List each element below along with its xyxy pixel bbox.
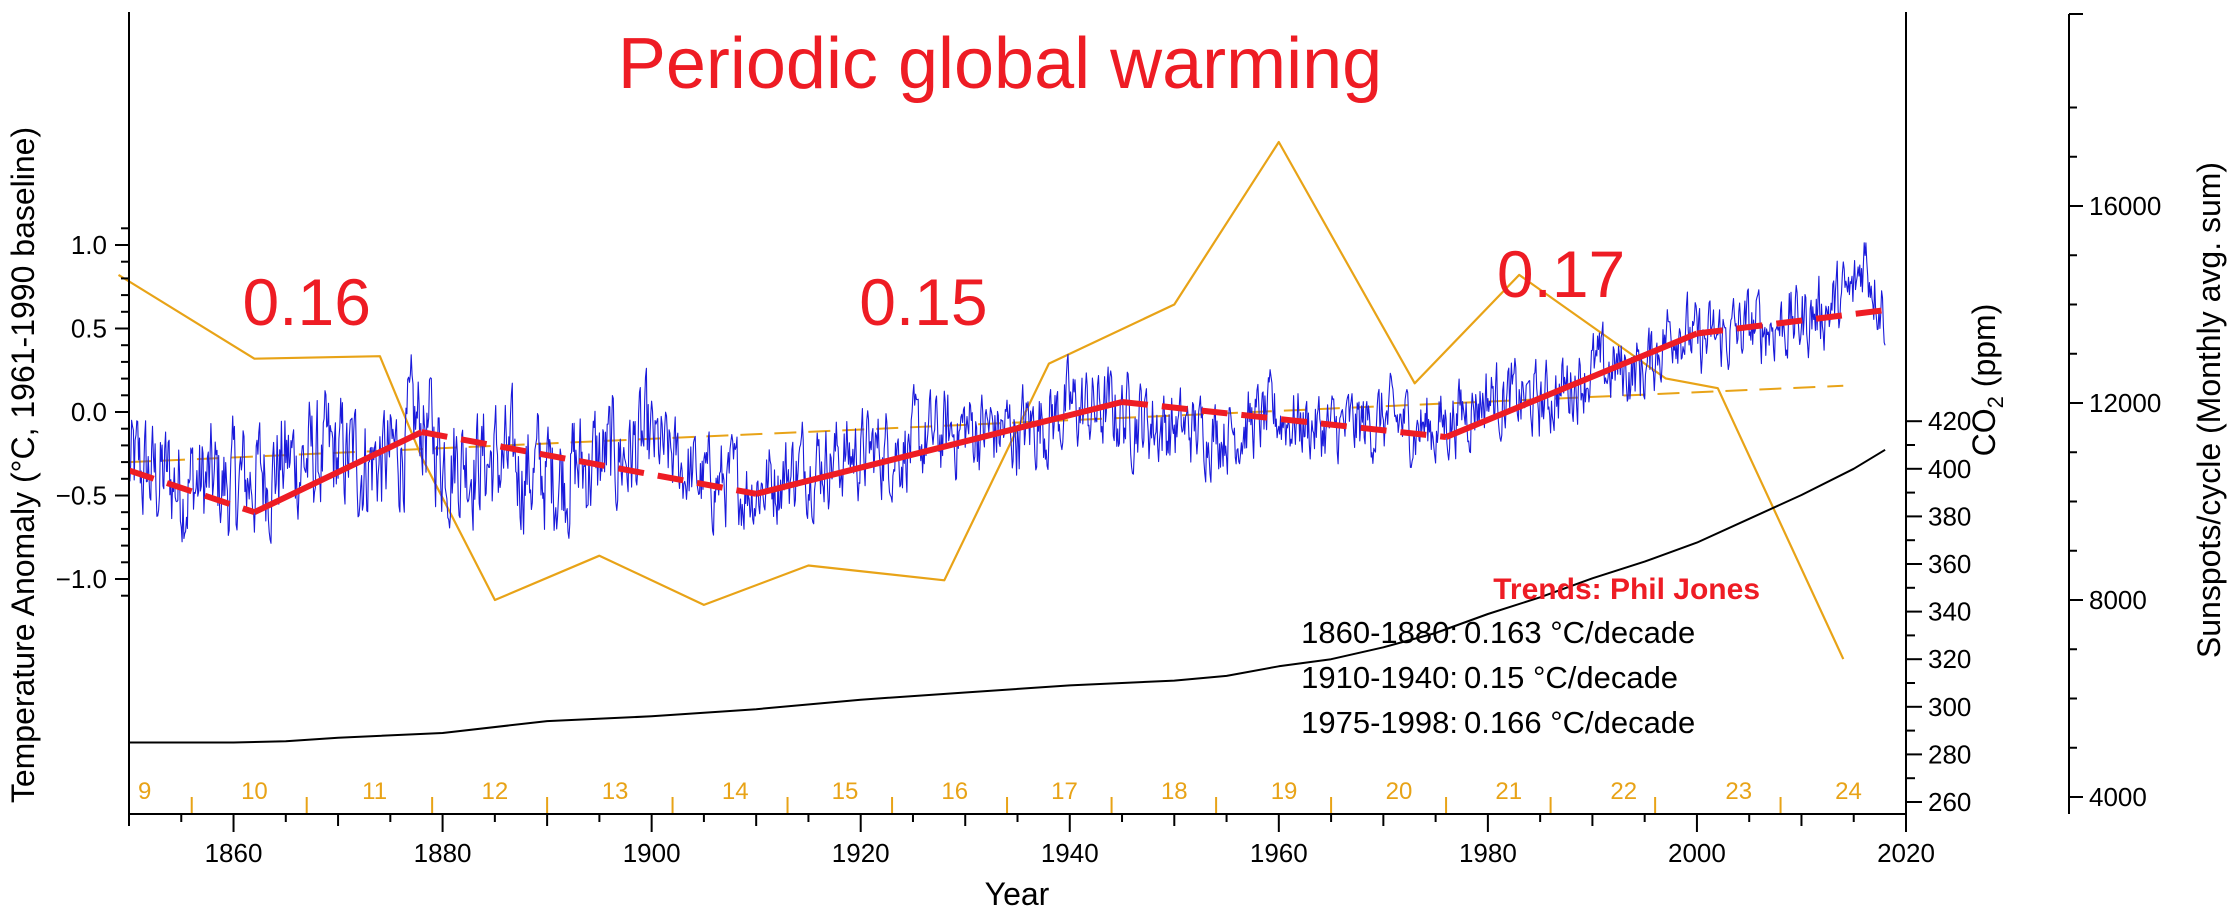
trends-box-value: 0.166 °C/decade [1464,705,1695,740]
temperature-layer [128,242,1886,544]
co2-label-subscript: 2 [1983,396,2008,408]
y-axis-label-co2: CO2 (ppm) [1966,304,2008,457]
co2-label-main: CO [1966,408,2002,456]
trends-box-period: 1860-1880: [1301,615,1458,650]
co2-tick-label: 340 [1928,597,1971,627]
temp-tick-label: 0.0 [71,397,107,427]
trend-layer [128,307,1886,516]
co2-tick-label: 400 [1928,454,1971,484]
temp-tick-label: −1.0 [56,564,107,594]
solar-cycle-label: 20 [1386,778,1413,805]
x-tick-label: 1920 [832,838,890,868]
solar-cycle-label: 12 [482,778,509,805]
solar-cycle-label: 22 [1610,778,1637,805]
x-tick-label: 1980 [1459,838,1517,868]
trend-segment [1444,330,1699,440]
x-tick-label: 1860 [205,838,263,868]
sunspot-tick-label: 8000 [2089,585,2147,615]
trend-segment [1696,307,1886,337]
x-axis-label: Year [985,876,1050,912]
co2-series-line [129,448,1886,744]
chart-title: Periodic global warming [618,24,1382,104]
co2-tick-label: 380 [1928,501,1971,531]
x-tick-label: 1960 [1250,838,1308,868]
trend-rate-annotation: 0.16 [242,265,370,339]
annotations-layer: 0.16 0.15 0.17 [242,237,1625,339]
trends-box: Trends: Phil Jones 1860-1880: 0.163 °C/d… [1301,573,1760,740]
co2-tick-label: 300 [1928,692,1971,722]
trends-box-period: 1975-1998: [1301,705,1458,740]
temp-tick-label: −0.5 [56,481,107,511]
trends-box-heading: Trends: Phil Jones [1493,573,1760,606]
trend-segment [755,399,1123,497]
co2-tick-label: 360 [1928,549,1971,579]
co2-tick-label: 280 [1928,739,1971,769]
axes-layer: 1860 1880 1900 1920 1940 1960 1980 2000 2020−1.0… [56,12,2161,868]
co2-label-unit: (ppm) [1966,304,2002,396]
temp-tick-label: 1.0 [71,230,107,260]
x-tick-label: 1900 [623,838,681,868]
trend-segment [128,467,256,516]
temp-tick-label: 0.5 [71,314,107,344]
y-axis-label-sunspots: Sunspots/cycle (Monthly avg. sum) [2191,162,2227,658]
x-tick-label: 2020 [1877,838,1935,868]
solar-cycle-label: 21 [1495,778,1522,805]
x-tick-label: 1940 [1041,838,1099,868]
trends-box-value: 0.163 °C/decade [1464,615,1695,650]
solar-cycle-label: 17 [1051,778,1078,805]
solar-cycle-label: 19 [1271,778,1298,805]
trend-segment [1121,398,1447,441]
co2-tick-label: 320 [1928,644,1971,674]
trend-rate-annotation: 0.15 [859,265,987,339]
solar-cycle-label: 13 [602,778,629,805]
x-tick-label: 2000 [1668,838,1726,868]
sunspot-tick-label: 12000 [2089,388,2161,418]
trends-box-value: 0.15 °C/decade [1464,660,1678,695]
solar-cycle-label: 9 [138,778,151,805]
solar-cycle-label: 24 [1835,778,1862,805]
solar-cycle-label: 11 [362,778,387,805]
solar-cycle-label: 10 [241,778,268,805]
trends-box-period: 1910-1940: [1301,660,1458,695]
trend-segment [253,429,423,515]
y-axis-label-temperature: Temperature Anomaly (°C, 1961-1990 basel… [5,127,41,803]
co2-tick-label: 420 [1928,406,1971,436]
solar-cycle-label: 16 [941,778,968,805]
solar-cycle-label: 18 [1161,778,1188,805]
temperature-series-line [128,242,1886,544]
solar-cycle-label: 23 [1725,778,1752,805]
sunspot-tick-label: 4000 [2089,782,2147,812]
sunspot-tick-label: 16000 [2089,191,2161,221]
sunspots-series-line [117,140,1845,660]
trend-segment [421,429,757,497]
co2-layer [129,448,1886,744]
x-tick-label: 1880 [414,838,472,868]
cycle-labels-layer: 9 10 11 12 13 14 15 16 17 18 19 20 21 22 23 24 [138,778,1862,813]
solar-cycle-label: 14 [722,778,749,805]
solar-cycle-label: 15 [832,778,859,805]
trend-rate-annotation: 0.17 [1497,237,1625,311]
co2-tick-label: 260 [1928,787,1971,817]
